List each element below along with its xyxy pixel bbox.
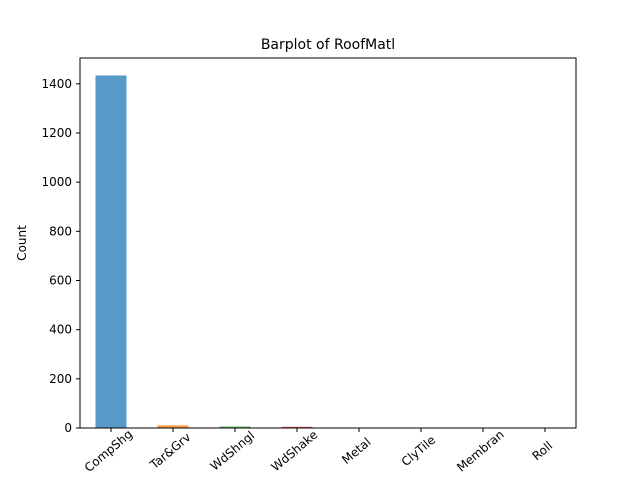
x-tick-label-1: Tar&Grv	[147, 430, 194, 472]
x-tick-label-7: Roll	[530, 439, 556, 464]
bar-2	[219, 426, 251, 428]
y-tick-label-0: 0	[64, 421, 72, 435]
bar-0	[95, 75, 127, 429]
bar-1	[157, 425, 189, 428]
x-tick-label-0: CompShg	[82, 427, 135, 475]
y-tick-label-6: 1200	[41, 126, 72, 140]
y-axis-ticks: 0 200 400 600 800 1000 1200 1400	[41, 77, 80, 435]
x-tick-label-3: WdShake	[268, 428, 320, 475]
y-tick-label-3: 600	[49, 273, 72, 287]
x-axis-ticks: CompShg Tar&Grv WdShngl WdShake Metal ClyTile…	[82, 427, 556, 475]
bars-group	[95, 75, 561, 429]
x-tick-label-5: ClyTile	[399, 433, 439, 469]
y-tick-label-7: 1400	[41, 77, 72, 91]
plot-frame	[79, 57, 577, 429]
y-tick-label-4: 800	[49, 224, 72, 238]
bar-3	[281, 426, 313, 428]
chart-title: Barplot of RoofMatl	[261, 37, 395, 53]
y-tick-label-5: 1000	[41, 175, 72, 189]
y-tick-label-2: 400	[49, 323, 72, 337]
x-tick-label-2: WdShngl	[208, 428, 258, 473]
x-tick-label-4: Metal	[339, 435, 373, 467]
x-tick-label-6: Membran	[454, 427, 507, 474]
y-tick-label-1: 200	[49, 372, 72, 386]
y-axis-label: Count	[15, 225, 29, 261]
